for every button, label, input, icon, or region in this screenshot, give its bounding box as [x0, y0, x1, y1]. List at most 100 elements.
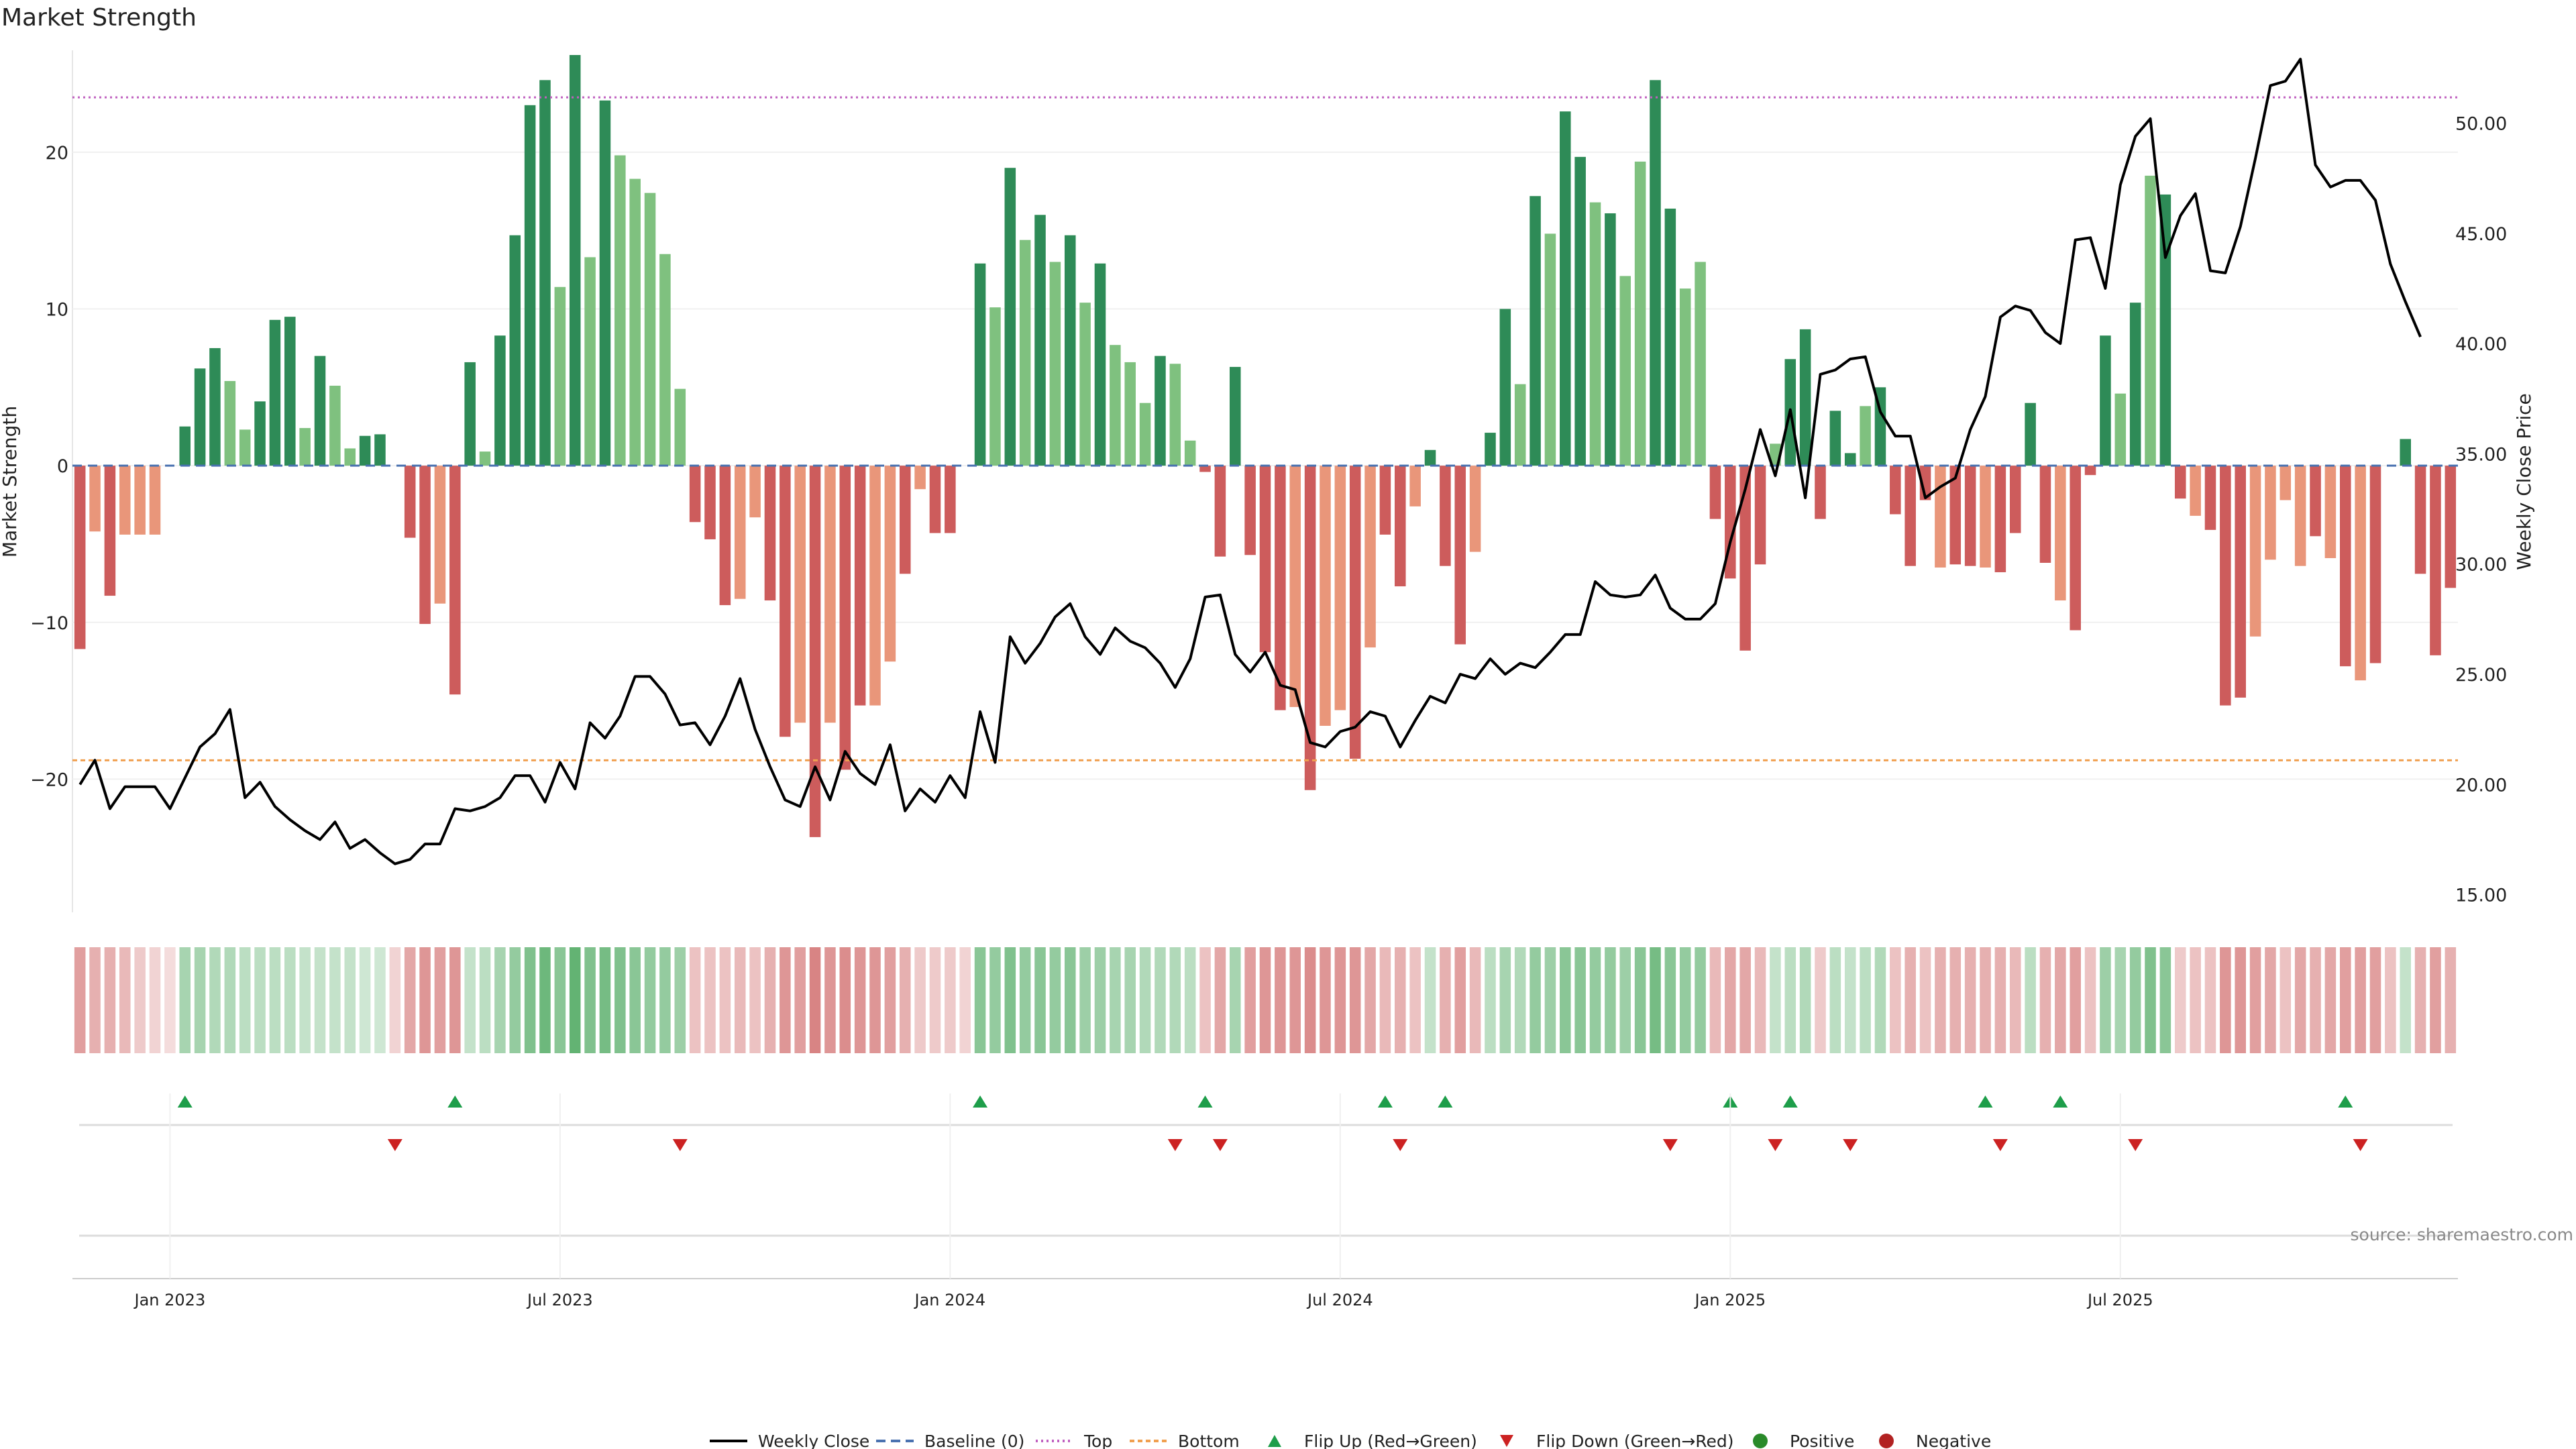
- strip-cell: [2174, 947, 2186, 1053]
- strength-bar: [2159, 194, 2171, 466]
- strip-cell: [1514, 947, 1526, 1053]
- strip-cell: [1695, 947, 1706, 1053]
- strength-bar: [74, 466, 86, 649]
- x-axis-ticks: Jan 2023 Jul 2023 Jan 2024 Jul 2024 Jan 2025…: [133, 1291, 2153, 1309]
- right-tick-label: 30.00: [2455, 555, 2507, 576]
- legend-label: Positive: [1790, 1432, 1854, 1449]
- strip-cell: [2070, 947, 2081, 1053]
- strip-cell: [1650, 947, 1661, 1053]
- x-tick-label: Jan 2025: [1693, 1291, 1766, 1309]
- strength-bar: [1739, 466, 1751, 651]
- strength-bar: [119, 466, 131, 535]
- strip-cell: [2084, 947, 2096, 1053]
- strength-bar: [1560, 111, 1571, 466]
- strength-bar: [2070, 466, 2081, 631]
- strength-bar: [945, 466, 956, 533]
- strength-bar: [554, 286, 566, 466]
- legend-label: Weekly Close: [758, 1432, 869, 1449]
- strength-bar: [1424, 449, 1436, 466]
- flip-down-marker: [1167, 1139, 1183, 1151]
- strip-cell: [719, 947, 731, 1053]
- source-note: source: sharemaestro.com: [2351, 1225, 2574, 1244]
- strength-bar: [239, 429, 251, 466]
- strip-cell: [1739, 947, 1751, 1053]
- left-axis-label: Market Strength: [0, 406, 21, 557]
- strip-cell: [644, 947, 656, 1053]
- strip-cell: [1679, 947, 1691, 1053]
- strength-bar: [1199, 466, 1211, 472]
- legend-label: Bottom: [1178, 1432, 1240, 1449]
- strength-bar: [1440, 466, 1451, 566]
- strength-bar: [569, 55, 581, 466]
- strip-cell: [1334, 947, 1346, 1053]
- strength-bar: [524, 105, 536, 466]
- strip-cell: [299, 947, 311, 1053]
- flip-up-marker: [447, 1095, 463, 1108]
- right-axis-ticks: 50.00 45.00 40.00 35.00 30.00 25.00 20.00 15.00: [2455, 113, 2507, 906]
- strip-cell: [1904, 947, 1916, 1053]
- strip-cell: [2310, 947, 2321, 1053]
- strip-cell: [2445, 947, 2457, 1053]
- strength-bar: [494, 335, 506, 466]
- strip-cell: [1004, 947, 1016, 1053]
- strength-bar: [269, 319, 281, 466]
- strength-bar: [539, 80, 551, 466]
- legend-label: Negative: [1916, 1432, 1991, 1449]
- strip-cell: [2430, 947, 2441, 1053]
- strip-cell: [2204, 947, 2216, 1053]
- strength-bar: [2265, 466, 2276, 560]
- strength-bar: [824, 466, 836, 723]
- strength-bar: [2174, 466, 2186, 499]
- strip-cell: [1935, 947, 1946, 1053]
- strip-cell: [1469, 947, 1481, 1053]
- strip-cell: [989, 947, 1001, 1053]
- strip-cell: [1155, 947, 1166, 1053]
- strength-bar: [1829, 411, 1841, 466]
- strength-bar: [644, 193, 656, 466]
- right-tick-label: 15.00: [2455, 885, 2507, 906]
- strip-cell: [1019, 947, 1031, 1053]
- strip-cell: [659, 947, 671, 1053]
- strength-bar: [1874, 387, 1886, 466]
- strength-bar: [464, 362, 476, 466]
- strength-bar: [1589, 202, 1601, 466]
- lower-panel: [72, 1093, 2458, 1279]
- strip-cell: [2114, 947, 2127, 1053]
- strength-bar: [809, 466, 821, 837]
- strip-cell: [434, 947, 446, 1053]
- strength-bar: [1110, 345, 1121, 466]
- strip-cell: [780, 947, 791, 1053]
- strip-cell: [1169, 947, 1181, 1053]
- strength-bar: [2220, 466, 2231, 706]
- strength-bar: [1259, 466, 1271, 653]
- strength-bar: [794, 466, 806, 723]
- strength-bar: [1275, 466, 1286, 710]
- legend-dot-icon: [1753, 1434, 1768, 1448]
- strength-bar: [1064, 235, 1076, 466]
- strength-bar: [1754, 466, 1766, 565]
- flip-down-marker: [1843, 1139, 1858, 1151]
- strength-bar: [89, 466, 101, 532]
- strip-cell: [1064, 947, 1076, 1053]
- strip-cell: [1860, 947, 1871, 1053]
- strip-cell: [1980, 947, 1991, 1053]
- strip-cell: [2369, 947, 2381, 1053]
- strength-bar: [359, 435, 371, 466]
- chart-title: Market Strength: [1, 4, 197, 32]
- strip-cell: [2294, 947, 2306, 1053]
- strip-cell: [239, 947, 251, 1053]
- right-tick-label: 40.00: [2455, 334, 2507, 355]
- flip-down-marker: [1393, 1139, 1408, 1151]
- strength-bar: [404, 466, 416, 538]
- strip-cell: [554, 947, 566, 1053]
- left-tick-label: −20: [30, 769, 68, 790]
- strength-bar: [1485, 433, 1496, 466]
- x-tick-label: Jul 2023: [526, 1291, 593, 1309]
- strip-cell: [1529, 947, 1541, 1053]
- strip-cell: [1919, 947, 1931, 1053]
- strength-bar: [749, 466, 761, 518]
- strength-bar: [839, 466, 851, 770]
- strength-bar: [374, 434, 386, 466]
- strip-cell: [1605, 947, 1616, 1053]
- strength-bar: [2430, 466, 2441, 655]
